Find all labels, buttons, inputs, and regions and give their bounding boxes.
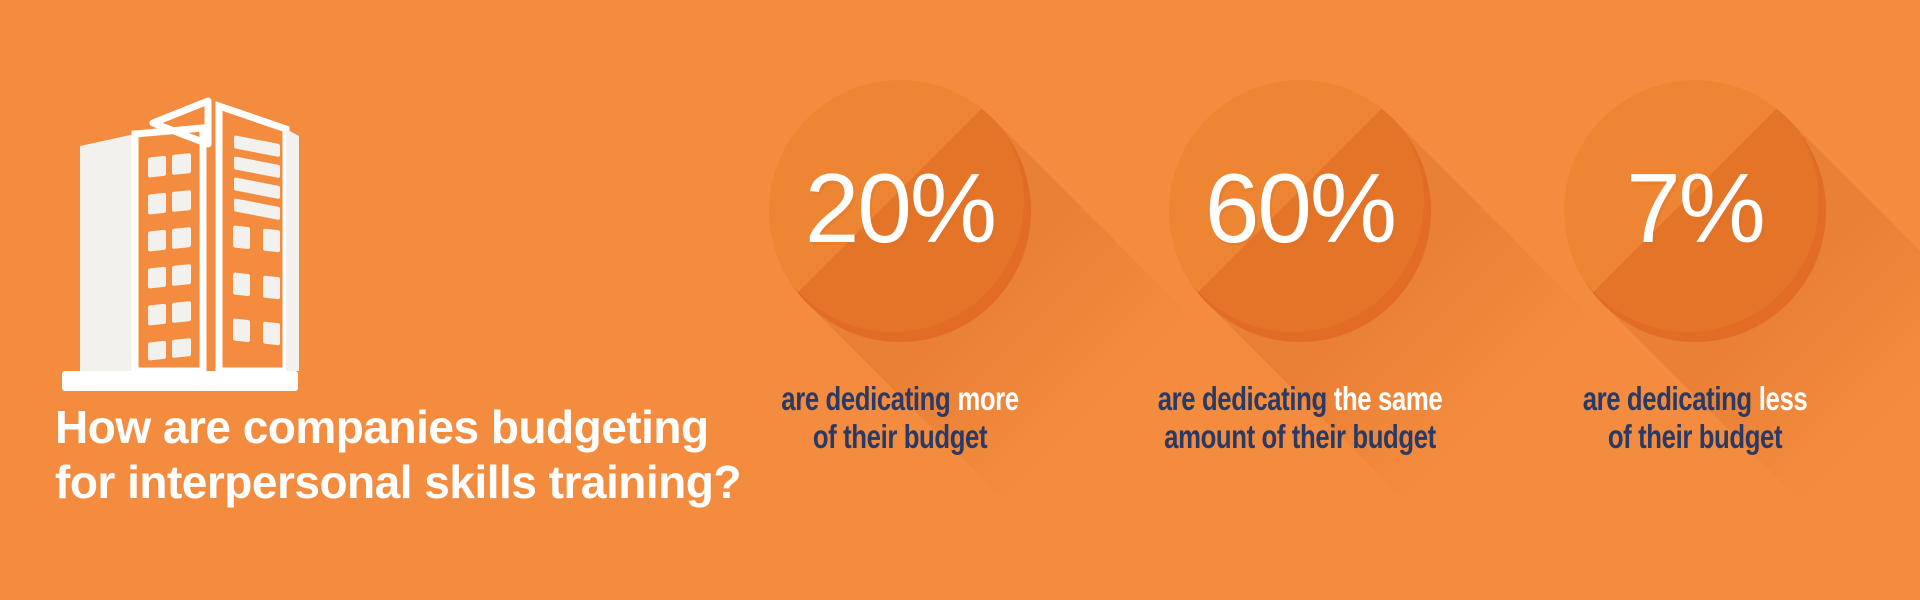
- stat-caption-line2: of their budget: [1607, 418, 1783, 455]
- caption-highlight: more: [957, 380, 1019, 417]
- stat-circle: 7%: [1564, 80, 1826, 342]
- stat-percent: 60%: [1204, 153, 1397, 263]
- stat-caption-line2: amount of their budget: [1164, 418, 1436, 455]
- stat-caption-line2: of their budget: [812, 418, 988, 455]
- stat-caption: are dedicating the same amount of their b…: [1152, 380, 1448, 456]
- office-buildings-icon: [62, 97, 299, 391]
- stat-caption: are dedicating less of their budget: [1547, 380, 1843, 456]
- stat-circle-wrap: 20%: [769, 80, 1212, 523]
- stat-block-less: 7% are dedicating less of their budget: [1505, 80, 1920, 523]
- stat-circle: 20%: [769, 80, 1031, 342]
- stat-caption: are dedicating more of their budget: [752, 380, 1048, 456]
- stat-caption-line1: are dedicating less: [1582, 380, 1808, 417]
- stat-circle-wrap: 60%: [1169, 80, 1612, 523]
- stat-caption-line1: are dedicating more: [781, 380, 1019, 417]
- caption-highlight: less: [1758, 380, 1808, 417]
- stat-percent: 7%: [1626, 153, 1766, 263]
- stat-circle: 60%: [1169, 80, 1431, 342]
- stat-percent: 20%: [804, 153, 997, 263]
- stat-caption-line1: are dedicating the same: [1157, 380, 1443, 417]
- stat-block-same: 60% are dedicating the same amount of the…: [1110, 80, 1612, 523]
- page-title: How are companies budgeting for interper…: [55, 400, 815, 510]
- page-title-line2: for interpersonal skills training?: [55, 456, 741, 508]
- stat-block-more: 20% are dedicating more of their budget: [710, 80, 1212, 523]
- caption-highlight: the same: [1333, 380, 1443, 417]
- stat-circle-wrap: 7%: [1564, 80, 1920, 523]
- page-title-line1: How are companies budgeting: [55, 401, 709, 453]
